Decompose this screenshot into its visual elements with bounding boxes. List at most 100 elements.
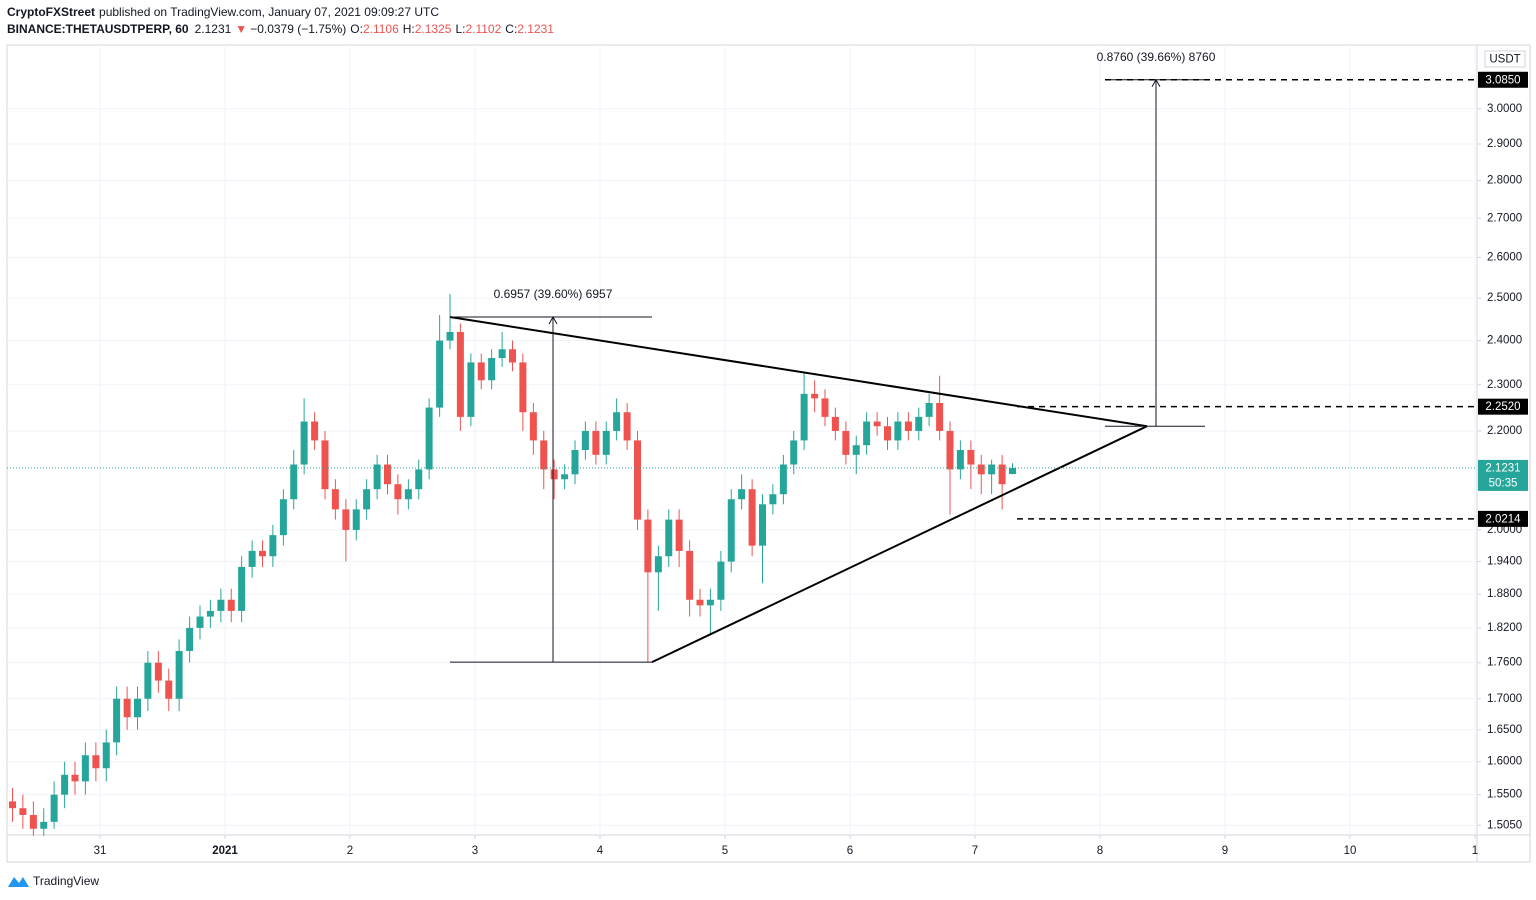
candle-body	[779, 464, 787, 495]
candle-body	[852, 445, 860, 455]
candle-body	[654, 556, 662, 573]
x-tick-label: 4	[597, 845, 604, 857]
candle-body	[498, 349, 506, 359]
ohlc-value: 2.1106	[363, 22, 399, 36]
y-tick-label: 1.9400	[1487, 556, 1522, 568]
y-tick-label: 1.7600	[1487, 657, 1522, 669]
candle-body	[92, 755, 100, 769]
candle-body	[436, 340, 444, 408]
level-label-box	[1478, 398, 1528, 415]
unit-box	[1484, 50, 1526, 68]
candle-body	[61, 774, 69, 795]
candle-body	[279, 499, 287, 536]
candle-body	[925, 402, 933, 417]
y-tick-label: 1.6000	[1487, 756, 1522, 768]
candle-body	[623, 412, 631, 441]
header-line: CryptoFXStreet published on TradingView.c…	[7, 5, 439, 19]
y-tick-label: 2.7000	[1487, 212, 1522, 224]
candle-body	[331, 489, 339, 510]
y-tick-label: 2.0000	[1487, 524, 1522, 536]
candle-body	[706, 599, 714, 606]
candle-body	[842, 430, 850, 455]
y-tick-label: 1.7000	[1487, 693, 1522, 705]
x-tick-label: 8	[1097, 845, 1103, 857]
candle-body	[884, 426, 891, 441]
candle-body	[113, 698, 121, 743]
candle-body	[831, 416, 839, 431]
level-label: 2.2520	[1485, 401, 1520, 413]
candle-body	[290, 464, 298, 500]
candle-body	[509, 349, 516, 363]
candle-body	[196, 616, 204, 628]
candle-body	[821, 398, 829, 417]
ohlc-label: O:	[350, 22, 363, 36]
measure-label: 0.8760 (39.66%) 8760	[1097, 50, 1216, 64]
candle-body	[123, 698, 131, 718]
candle-body	[727, 499, 735, 562]
candle-body	[269, 535, 277, 557]
y-tick-label: 1.6500	[1487, 724, 1522, 736]
candle-body	[352, 509, 360, 530]
candle-body	[81, 755, 89, 782]
candle-body	[50, 794, 58, 822]
y-unit: USDT	[1489, 54, 1520, 66]
candle-body	[248, 550, 256, 567]
ohlc-value: 2.1231	[517, 22, 554, 36]
candle-body	[238, 566, 246, 611]
candle-body	[561, 474, 569, 480]
candle-body	[769, 494, 777, 505]
candle-body	[321, 440, 329, 490]
ohlc-value: 2.1102	[465, 22, 501, 36]
y-tick-label: 2.3000	[1487, 379, 1522, 391]
ohlc-label: H:	[403, 22, 415, 36]
candle-body	[540, 440, 548, 470]
trendline	[651, 425, 1148, 664]
candle-body	[1009, 467, 1016, 475]
candle-body	[967, 449, 975, 465]
footer-brand: TradingView	[33, 874, 99, 888]
candle-body	[529, 412, 537, 441]
x-tick-label: 31	[94, 845, 107, 857]
candle-body	[571, 449, 579, 475]
grid	[7, 45, 1477, 835]
x-tick-label: 5	[722, 845, 728, 857]
published: published on TradingView.com, January 07…	[99, 5, 439, 19]
ohlc-value: 2.1325	[415, 22, 452, 36]
candle-body	[446, 331, 454, 341]
candle-body	[415, 469, 423, 490]
logo-icon	[8, 877, 29, 887]
candle-body	[988, 464, 996, 475]
candle-body	[102, 742, 110, 769]
ohlc-label: L:	[455, 22, 465, 36]
measure-label: 0.6957 (39.60%) 6957	[494, 287, 613, 301]
candle-body	[904, 421, 912, 431]
candle-body	[748, 489, 756, 546]
candle-body	[613, 412, 621, 431]
candle-body	[384, 464, 391, 485]
candle-body	[581, 430, 589, 450]
candle-body	[227, 599, 235, 611]
x-tick-label: 1	[1472, 845, 1478, 857]
candle-body	[425, 407, 433, 470]
candle-body	[134, 698, 141, 718]
candle-body	[363, 489, 371, 510]
candle-body	[790, 440, 798, 465]
countdown: 50:35	[1489, 477, 1518, 489]
candle-body	[175, 650, 183, 699]
candle-body	[488, 358, 496, 381]
level-label: 3.0850	[1485, 74, 1520, 86]
candle-body	[154, 662, 162, 681]
candle-body	[206, 610, 214, 617]
y-tick-label: 1.5050	[1487, 819, 1522, 831]
x-tick-label: 9	[1222, 845, 1228, 857]
candle-body	[998, 464, 1006, 485]
candle-body	[19, 808, 27, 815]
candle-body	[186, 627, 194, 651]
y-tick-label: 1.8800	[1487, 588, 1522, 600]
x-tick-label: 6	[847, 845, 853, 857]
candle-body	[519, 362, 527, 413]
candle-body	[915, 416, 923, 431]
candle-body	[759, 504, 766, 546]
candle-body	[738, 489, 746, 500]
candle-body	[717, 561, 725, 600]
